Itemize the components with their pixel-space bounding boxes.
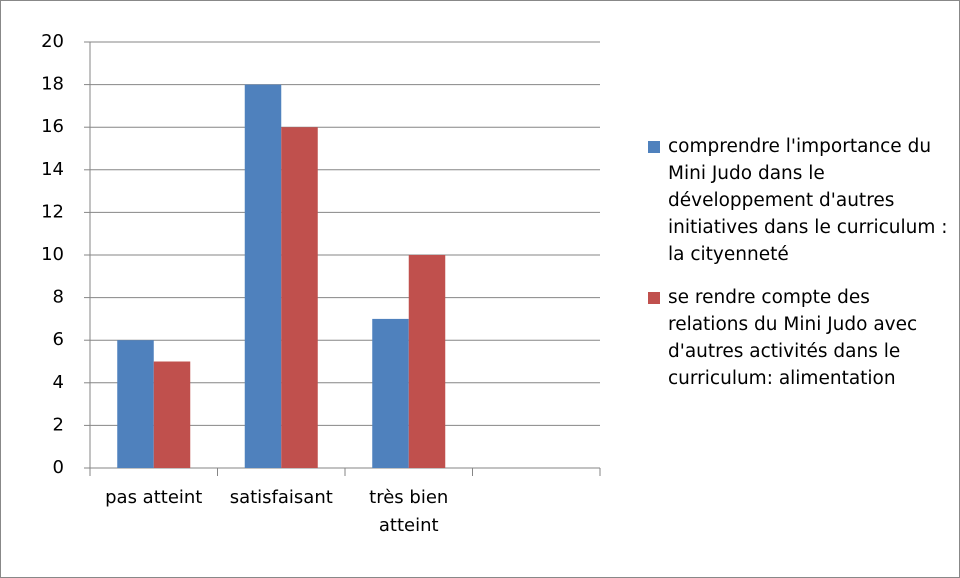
legend-text: se rendre compte des relations du Mini Ju… — [668, 287, 917, 389]
y-tick-label: 4 — [53, 372, 64, 393]
bar — [244, 84, 282, 468]
bar — [117, 340, 154, 468]
y-tick-label: 8 — [53, 287, 64, 308]
y-tick-label: 16 — [41, 116, 64, 137]
bar — [153, 361, 191, 468]
bar — [372, 318, 409, 468]
y-tick-label: 6 — [53, 329, 64, 350]
y-tick-label: 20 — [41, 31, 64, 52]
y-tick-label: 10 — [41, 244, 64, 265]
bar — [408, 255, 446, 468]
y-tick-label: 12 — [41, 201, 64, 222]
x-tick-label: pas atteint — [105, 487, 202, 508]
y-tick-label: 14 — [41, 159, 64, 180]
legend-swatch — [648, 292, 660, 304]
x-tick-label: très bien atteint — [369, 487, 448, 536]
y-tick-label: 18 — [41, 74, 64, 95]
y-tick-label: 0 — [53, 457, 64, 478]
legend-swatch — [648, 141, 660, 153]
x-tick-label: satisfaisant — [230, 487, 333, 508]
bar — [281, 127, 318, 468]
y-tick-label: 2 — [53, 414, 64, 435]
legend-text: comprendre l'importance du Mini Judo dans… — [668, 136, 948, 265]
